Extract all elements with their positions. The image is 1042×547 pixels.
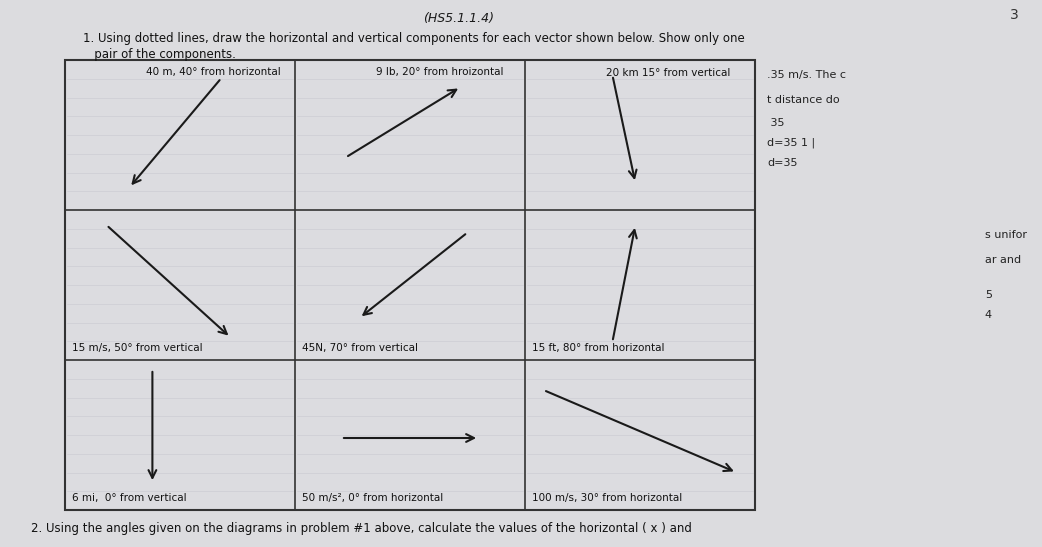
Bar	[65, 60, 295, 210]
Text: .35 m/s. The c: .35 m/s. The c	[767, 70, 846, 80]
Text: t distance do: t distance do	[767, 95, 840, 105]
Text: 40 m, 40° from horizontal: 40 m, 40° from horizontal	[146, 67, 280, 78]
Text: 4: 4	[985, 310, 992, 320]
Bar	[295, 210, 525, 360]
Bar	[65, 360, 295, 510]
Text: 15 m/s, 50° from vertical: 15 m/s, 50° from vertical	[72, 342, 202, 352]
Text: 15 ft, 80° from horizontal: 15 ft, 80° from horizontal	[531, 342, 665, 352]
Text: 9 lb, 20° from hroizontal: 9 lb, 20° from hroizontal	[375, 67, 503, 78]
Text: 35: 35	[767, 118, 785, 128]
Bar	[65, 60, 755, 510]
Text: pair of the components.: pair of the components.	[83, 48, 237, 61]
Text: 50 m/s², 0° from horizontal: 50 m/s², 0° from horizontal	[302, 492, 443, 503]
Bar	[525, 210, 755, 360]
Bar	[525, 360, 755, 510]
Text: ar and: ar and	[985, 255, 1021, 265]
Text: (HS5.1.1.4): (HS5.1.1.4)	[423, 12, 494, 25]
Bar	[295, 60, 525, 210]
Text: 5: 5	[985, 290, 992, 300]
Text: 45N, 70° from vertical: 45N, 70° from vertical	[302, 342, 418, 352]
Bar	[65, 210, 295, 360]
Text: s unifor: s unifor	[985, 230, 1026, 240]
Text: 6 mi,  0° from vertical: 6 mi, 0° from vertical	[72, 492, 187, 503]
Text: 100 m/s, 30° from horizontal: 100 m/s, 30° from horizontal	[531, 492, 683, 503]
Text: 3: 3	[1010, 8, 1018, 22]
Text: d=35: d=35	[767, 158, 797, 168]
Text: 2. Using the angles given on the diagrams in problem #1 above, calculate the val: 2. Using the angles given on the diagram…	[31, 522, 692, 535]
Text: 20 km 15° from vertical: 20 km 15° from vertical	[605, 67, 729, 78]
Bar	[525, 60, 755, 210]
Text: d=35 1 |: d=35 1 |	[767, 138, 815, 148]
Text: 1. Using dotted lines, draw the horizontal and vertical components for each vect: 1. Using dotted lines, draw the horizont…	[83, 32, 745, 45]
Bar	[295, 360, 525, 510]
